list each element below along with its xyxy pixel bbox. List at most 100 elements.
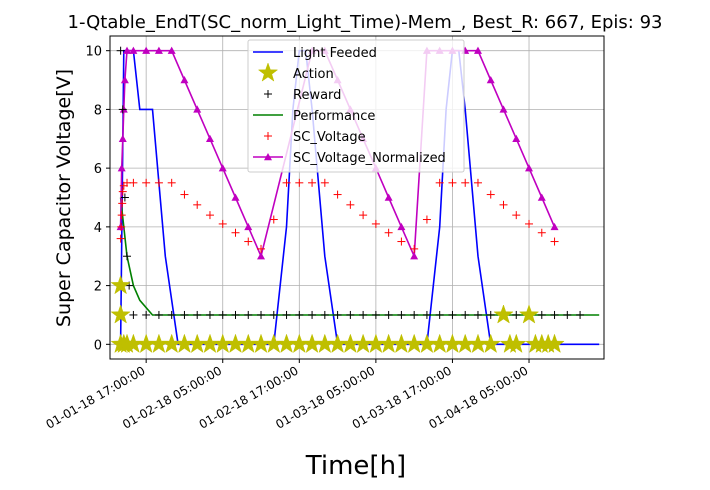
data-point-reward [193,310,202,319]
y-tick-label: 6 [94,162,102,177]
legend-label: Light Feeded [293,46,377,61]
y-tick-label: 8 [94,103,102,118]
legend-label: SC_Voltage_Normalized [293,151,446,166]
legend-label: Action [293,67,334,82]
data-point-sc-voltage-normalized [205,134,214,142]
data-point-sc-voltage-normalized [550,222,559,231]
data-point-sc-voltage [117,211,126,220]
data-point-sc-voltage-normalized [117,164,126,172]
data-point-sc-voltage [295,178,304,187]
data-point-sc-voltage-normalized [193,105,202,113]
data-point-reward [154,310,163,319]
legend-box [247,39,465,173]
chart-title: 1-Qtable_EndT(SC_norm_Light_Time)-Mem_, … [68,12,663,33]
x-axis-label: Time[h] [305,451,406,481]
data-point-reward [397,310,406,319]
data-point-reward [269,310,278,319]
data-point-sc-voltage [129,178,138,187]
data-point-sc-voltage [117,222,126,231]
data-point-sc-voltage [461,178,470,187]
legend-label: SC_Voltage [293,130,366,145]
data-point-sc-voltage-normalized [244,222,253,231]
data-point-sc-voltage [193,200,202,209]
legend-swatch-marker [264,132,272,140]
data-point-action [110,274,131,295]
legend-item-reward: Reward [264,88,341,103]
data-point-sc-voltage [499,200,508,209]
legend-item-sc-voltage: SC_Voltage [264,130,366,145]
data-point-sc-voltage [269,215,278,224]
legend: Light Feeded Action Reward Performance SC_Vo… [247,39,465,173]
data-point-reward [180,310,189,319]
data-point-sc-voltage-normalized [218,164,227,172]
data-point-sc-voltage [167,178,176,187]
data-point-sc-voltage [422,215,431,224]
series-reward [116,46,585,319]
data-point-reward [448,310,457,319]
data-point-reward [282,310,291,319]
data-point-sc-voltage-normalized [473,46,482,54]
data-point-sc-voltage [118,187,127,196]
data-point-reward [308,310,317,319]
series-line-performance [119,197,600,316]
legend-swatch-marker [257,62,279,82]
data-point-sc-voltage [512,211,521,220]
data-point-reward [205,310,214,319]
series-sc-voltage [116,178,559,253]
data-point-sc-voltage-normalized [486,76,495,84]
legend-item-sc-voltage-normalized: SC_Voltage_Normalized [253,151,446,166]
legend-swatch-marker [264,90,272,98]
y-tick-label: 4 [94,221,102,236]
data-point-action [544,333,565,354]
data-point-reward [486,310,495,319]
data-point-sc-voltage [486,190,495,199]
data-point-reward [244,310,253,319]
data-point-reward [435,310,444,319]
data-point-sc-voltage [142,178,151,187]
data-point-sc-voltage [397,237,406,246]
data-point-sc-voltage [410,244,419,253]
data-point-reward [512,310,521,319]
data-point-sc-voltage-normalized [384,193,393,201]
series-action [110,274,565,354]
data-point-sc-voltage [537,228,546,237]
data-point-sc-voltage [525,219,534,228]
y-axis-label: Super Capacitor Voltage[V] [53,69,75,327]
data-point-action [493,304,514,324]
data-point-action [110,304,131,324]
data-point-reward [550,310,559,319]
data-point-reward [473,310,482,319]
y-tick-label: 2 [94,280,102,295]
data-point-sc-voltage-normalized [257,252,266,260]
data-point-sc-voltage-normalized [410,252,419,260]
data-point-sc-voltage [435,178,444,187]
data-point-sc-voltage-normalized [537,193,546,201]
data-point-reward [537,310,546,319]
legend-item-action: Action [257,62,334,82]
data-point-sc-voltage [308,178,317,187]
data-point-sc-voltage [448,178,457,187]
data-point-reward [359,310,368,319]
data-point-sc-voltage [333,190,342,199]
data-point-sc-voltage [550,237,559,246]
data-point-reward [576,310,585,319]
data-point-sc-voltage [205,211,214,220]
data-point-reward [142,310,151,319]
data-point-sc-voltage-normalized [167,46,176,54]
data-point-reward [346,310,355,319]
data-point-sc-voltage-normalized [180,76,189,84]
data-point-action [518,304,540,324]
data-point-reward [333,310,342,319]
data-point-sc-voltage [257,244,266,253]
data-point-sc-voltage-normalized [142,46,151,54]
y-tick-label: 10 [85,45,102,60]
data-point-sc-voltage [116,234,125,243]
data-point-action [480,333,501,354]
data-point-reward [120,193,129,202]
plot-frame [109,35,605,360]
legend-item-performance: Performance [253,109,375,124]
data-point-reward [123,252,132,261]
data-point-sc-voltage-normalized [123,46,132,54]
